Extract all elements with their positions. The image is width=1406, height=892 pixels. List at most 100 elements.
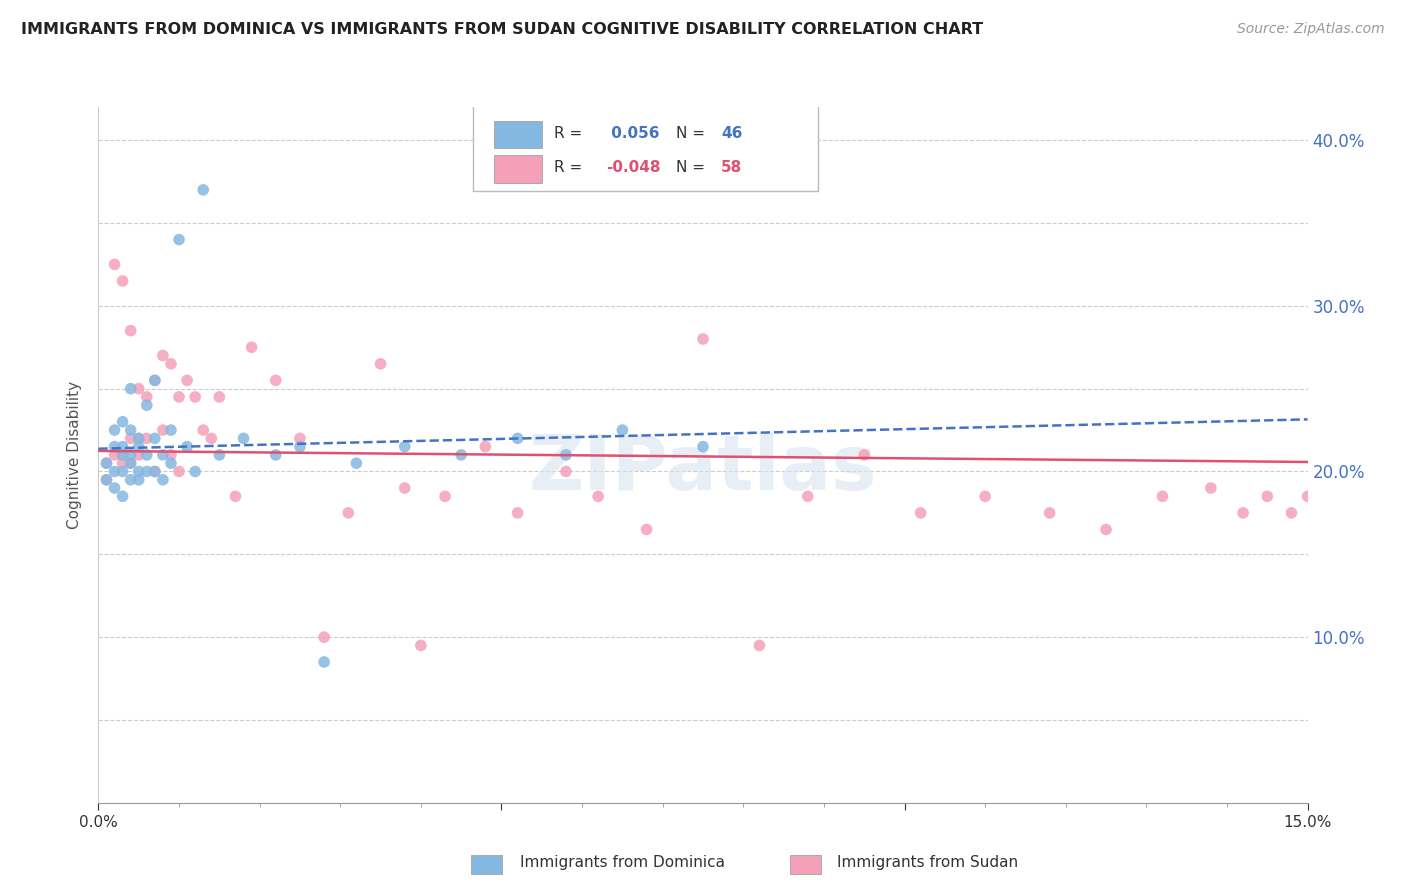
Point <box>288 431 311 445</box>
Point <box>128 473 150 487</box>
FancyBboxPatch shape <box>494 155 543 183</box>
Text: Immigrants from Sudan: Immigrants from Sudan <box>837 855 1018 870</box>
Text: N =: N = <box>676 126 710 141</box>
Point <box>96 473 118 487</box>
Point <box>176 440 198 454</box>
Point <box>111 440 134 454</box>
Point <box>200 431 222 445</box>
Text: 0.056: 0.056 <box>606 126 659 141</box>
Point <box>111 274 134 288</box>
Point <box>1312 506 1334 520</box>
Point <box>344 456 367 470</box>
Point <box>96 456 118 470</box>
Point <box>103 448 125 462</box>
Point <box>555 448 578 462</box>
Point <box>167 233 190 247</box>
Point <box>450 448 472 462</box>
Text: ZIPatlas: ZIPatlas <box>529 432 877 506</box>
Point <box>128 431 150 445</box>
Point <box>135 431 157 445</box>
Point <box>184 390 207 404</box>
Text: R =: R = <box>554 161 588 176</box>
Text: N =: N = <box>676 161 710 176</box>
Point <box>120 431 142 445</box>
Text: IMMIGRANTS FROM DOMINICA VS IMMIGRANTS FROM SUDAN COGNITIVE DISABILITY CORRELATI: IMMIGRANTS FROM DOMINICA VS IMMIGRANTS F… <box>21 22 983 37</box>
Text: 46: 46 <box>721 126 742 141</box>
FancyBboxPatch shape <box>494 120 543 148</box>
Point <box>128 382 150 396</box>
Point <box>797 489 820 503</box>
Point <box>193 183 215 197</box>
Point <box>120 324 142 338</box>
Point <box>1281 506 1303 520</box>
Point <box>176 373 198 387</box>
Text: -0.048: -0.048 <box>606 161 661 176</box>
Point <box>555 465 578 479</box>
Point <box>1039 506 1062 520</box>
Point <box>1256 489 1278 503</box>
Point <box>111 465 134 479</box>
Point <box>120 448 142 462</box>
Point <box>120 456 142 470</box>
Point <box>103 465 125 479</box>
Point <box>1296 489 1319 503</box>
Point <box>143 465 166 479</box>
Point <box>264 373 287 387</box>
Point <box>120 456 142 470</box>
Point <box>224 489 246 503</box>
FancyBboxPatch shape <box>474 96 818 191</box>
Point <box>160 456 183 470</box>
Point <box>160 448 183 462</box>
Point <box>506 506 529 520</box>
Point <box>232 431 254 445</box>
Point <box>337 506 360 520</box>
Point <box>128 448 150 462</box>
Point <box>474 440 496 454</box>
Point <box>111 489 134 503</box>
Point <box>120 382 142 396</box>
Point <box>135 390 157 404</box>
Point <box>120 423 142 437</box>
Point <box>152 349 174 363</box>
Point <box>143 373 166 387</box>
Point <box>96 456 118 470</box>
Point <box>143 373 166 387</box>
Point <box>152 448 174 462</box>
Point <box>103 440 125 454</box>
Point <box>434 489 457 503</box>
Point <box>193 423 215 437</box>
Point <box>160 357 183 371</box>
Point <box>586 489 609 503</box>
Point <box>853 448 876 462</box>
Point <box>636 523 658 537</box>
Point <box>748 639 770 653</box>
Point <box>1232 506 1254 520</box>
Point <box>240 340 263 354</box>
Point <box>111 415 134 429</box>
Point <box>1095 523 1118 537</box>
Text: Source: ZipAtlas.com: Source: ZipAtlas.com <box>1237 22 1385 37</box>
Point <box>167 465 190 479</box>
Point <box>314 655 336 669</box>
Point <box>264 448 287 462</box>
Point <box>288 440 311 454</box>
Point <box>103 423 125 437</box>
Point <box>974 489 997 503</box>
Point <box>128 440 150 454</box>
Point <box>103 481 125 495</box>
Point <box>409 639 432 653</box>
Point <box>143 465 166 479</box>
Point <box>910 506 932 520</box>
Y-axis label: Cognitive Disability: Cognitive Disability <box>67 381 83 529</box>
Text: 58: 58 <box>721 161 742 176</box>
Point <box>111 456 134 470</box>
Point <box>152 423 174 437</box>
Point <box>167 390 190 404</box>
Point <box>103 257 125 271</box>
Point <box>394 481 416 495</box>
Point <box>314 630 336 644</box>
Point <box>692 440 714 454</box>
Point <box>692 332 714 346</box>
Point <box>1199 481 1222 495</box>
Point <box>152 473 174 487</box>
